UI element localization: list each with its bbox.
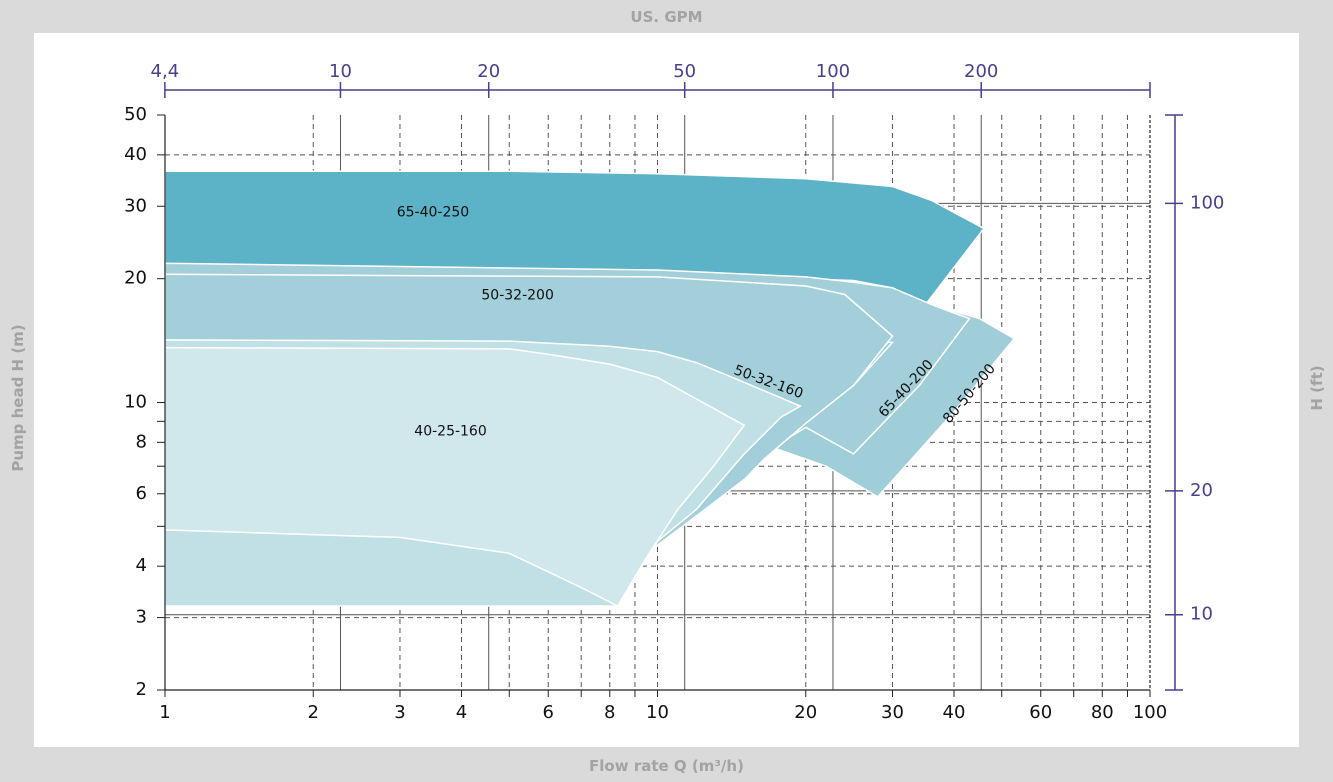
x-tick-label: 20 (794, 702, 817, 723)
gpm-tick-label: 20 (477, 61, 500, 82)
x-tick-label: 4 (456, 702, 467, 723)
curve-label: 50-32-200 (481, 288, 553, 304)
y-tick-label: 2 (136, 679, 147, 700)
x-tick-label: 60 (1029, 702, 1052, 723)
x-tick-label: 2 (308, 702, 319, 723)
x-tick-label: 3 (394, 702, 405, 723)
x-tick-label: 8 (604, 702, 615, 723)
gpm-tick-label: 10 (329, 61, 352, 82)
y-tick-label: 20 (124, 268, 147, 289)
curve-label: 65-40-250 (397, 204, 469, 220)
gpm-tick-label: 200 (964, 61, 998, 82)
top-axis-title: US. GPM (630, 8, 703, 26)
y-tick-label: 30 (124, 195, 147, 216)
y-tick-label: 6 (136, 483, 147, 504)
y-tick-label: 50 (124, 104, 147, 125)
x-tick-label: 80 (1091, 702, 1114, 723)
gpm-tick-label: 100 (816, 61, 850, 82)
curve-label: 40-25-160 (414, 424, 486, 440)
x-tick-label: 10 (646, 702, 669, 723)
x-tick-label: 6 (543, 702, 554, 723)
bottom-axis-title: Flow rate Q (m³/h) (589, 757, 744, 775)
gpm-tick-label: 4,4 (151, 61, 180, 82)
x-tick-label: 100 (1133, 702, 1167, 723)
y-tick-label: 40 (124, 144, 147, 165)
x-tick-label: 40 (943, 702, 966, 723)
y-tick-label: 8 (136, 431, 147, 452)
x-tick-label: 1 (159, 702, 170, 723)
y-tick-label: 10 (124, 392, 147, 413)
ft-tick-label: 10 (1190, 604, 1213, 625)
x-tick-label: 30 (881, 702, 904, 723)
curve-region-40-25-160 (164, 346, 746, 607)
y-tick-label: 3 (136, 607, 147, 628)
ft-tick-label: 100 (1190, 192, 1224, 213)
y-tick-label: 4 (136, 555, 147, 576)
ft-tick-label: 20 (1190, 480, 1213, 501)
gpm-tick-label: 50 (673, 61, 696, 82)
